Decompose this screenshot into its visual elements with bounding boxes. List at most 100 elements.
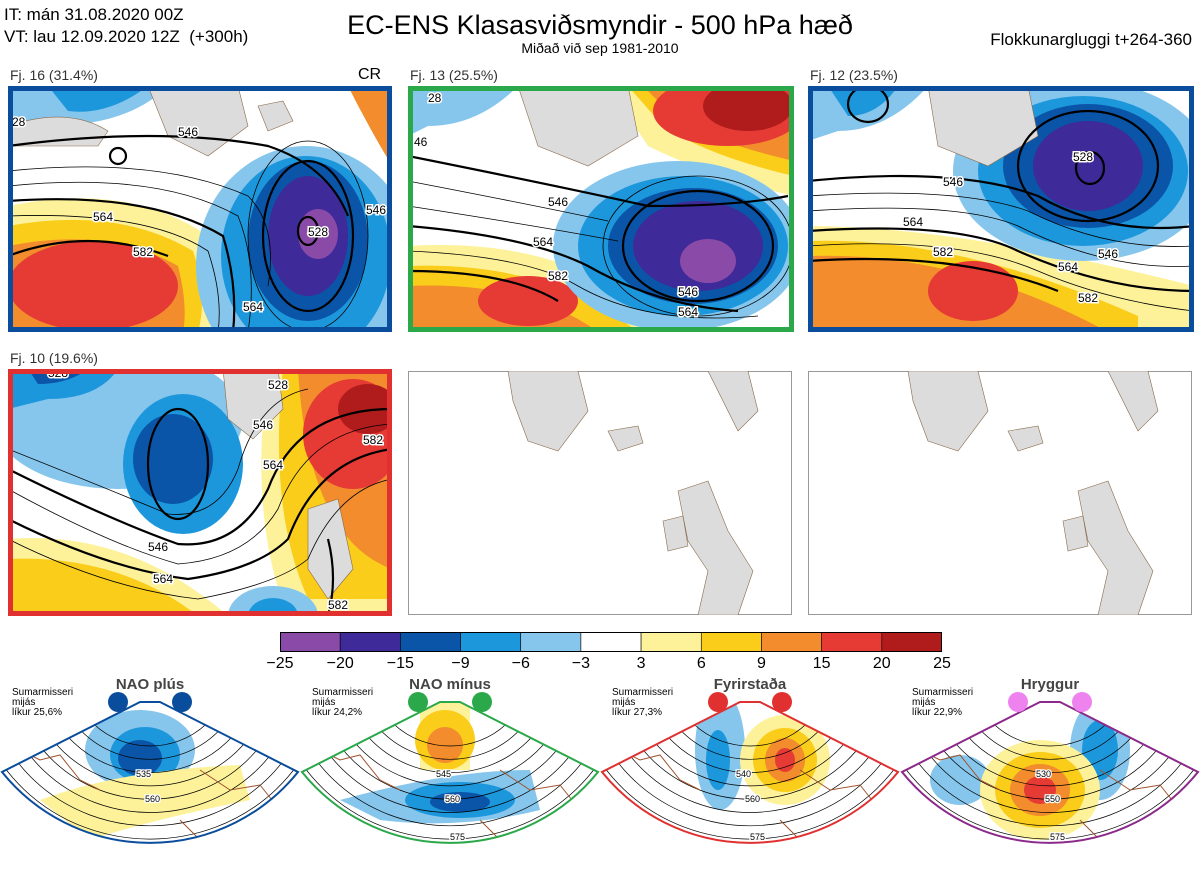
regime-contour-label: 550 <box>1045 794 1060 804</box>
regime-title: Fyrirstaða <box>713 676 787 693</box>
panel-2-contour-label-7: 28 <box>428 91 442 105</box>
colorbar-cell <box>881 632 942 652</box>
regime-marker-dot <box>1008 692 1028 712</box>
colorbar-tick-label: 6 <box>696 655 706 672</box>
regime-note: líkur 22,9% <box>912 707 963 718</box>
regime-marker-dot <box>408 692 428 712</box>
panel-1-label: Fj. 16 (31.4%) <box>10 67 98 83</box>
panel-6-empty-map <box>808 371 1192 615</box>
panel-3-contour-label-7: 582 <box>1078 291 1098 305</box>
colorbar-cell <box>580 632 642 652</box>
panel-3-frame <box>808 86 1194 332</box>
panel-5-empty-map <box>408 371 792 615</box>
panel-1-contour-label-1: 546 <box>178 125 198 139</box>
regime-contour-label: 575 <box>450 832 465 842</box>
colorbar-cell <box>821 632 883 652</box>
regime-marker-dot <box>472 692 492 712</box>
colorbar-cell <box>761 632 822 652</box>
regime-contour-label: 575 <box>1050 832 1065 842</box>
panel-1-contour-label-7: 28 <box>12 115 26 129</box>
regime-note: Sumarmisseri <box>612 687 674 698</box>
regime-contour-label: 540 <box>736 769 751 779</box>
regime-note: líkur 24,2% <box>312 707 363 718</box>
regime-note: líkur 27,3% <box>612 707 663 718</box>
regime-map: 540 560 575 <box>600 692 900 844</box>
panel-3-contour-label-1: 546 <box>943 175 963 189</box>
panel-3-contour-label-2: 528 <box>1073 150 1093 164</box>
init-time: IT: mán 31.08.2020 00Z <box>4 5 184 24</box>
regime-map: 545 560 575 <box>300 692 600 844</box>
panel-1-frame <box>8 86 392 332</box>
panel-4-map: 528 546 564 546 564 528 582 582 <box>8 369 392 616</box>
colorbar-tick-label: −20 <box>326 655 354 672</box>
regime-note: líkur 25,6% <box>12 707 63 718</box>
valid-time: VT: lau 12.09.2020 12Z (+300h) <box>4 27 249 46</box>
colorbar-cell <box>520 632 582 652</box>
panel-2-frame <box>408 86 794 332</box>
colorbar-tick-label: −9 <box>451 655 470 672</box>
regime-title: NAO plús <box>115 676 185 693</box>
panel-1-contour-label-2: 528 <box>308 225 328 239</box>
panel-4-contour-label-2: 546 <box>253 418 273 432</box>
page-subtitle: Miðað við sep 1981-2010 <box>521 40 679 56</box>
panel-4-contour-label-8: 582 <box>328 598 348 612</box>
colorbar-tick-label: 15 <box>812 655 831 672</box>
regime-map: 535 560 <box>0 692 300 844</box>
regime-note: mijás <box>12 697 36 708</box>
colorbar-tick-label: −15 <box>386 655 414 672</box>
panel-1-badge: CR <box>358 66 382 83</box>
regime-contour-label: 560 <box>745 794 760 804</box>
regime-contour-label: 575 <box>750 832 765 842</box>
classification-window: Flokkunargluggi t+264-360 <box>990 30 1192 49</box>
panel-2-map: 546 564 582 546 564 46 28 <box>408 86 794 332</box>
panel-3-label: Fj. 12 (23.5%) <box>810 67 898 83</box>
regime-contour-label: 560 <box>445 794 460 804</box>
regime-contour-label: 560 <box>145 794 160 804</box>
colorbar-tick-label: −3 <box>571 655 591 672</box>
panel-4-contour-label-5: 564 <box>153 572 173 586</box>
regime-marker-dot <box>1072 692 1092 712</box>
colorbar-tick-label: 20 <box>872 655 891 672</box>
regime-note: Sumarmisseri <box>312 687 374 698</box>
panel-3-map: 546 528 564 582 564 546 582 <box>808 86 1194 332</box>
regime-marker-dot <box>172 692 192 712</box>
panel-3-contour-label-4: 582 <box>933 245 953 259</box>
panel-4-contour-label-6: 528 <box>268 378 288 392</box>
panel-4-label: Fj. 10 (19.6%) <box>10 350 98 366</box>
regime-contour-label: 530 <box>1036 769 1051 779</box>
panel-3-contour-label-6: 546 <box>1098 247 1118 261</box>
colorbar-cell <box>400 632 461 652</box>
panel-2-contour-label-6: 46 <box>414 135 428 149</box>
regime-contour-label: 535 <box>136 769 151 779</box>
panel-2-contour-label-4: 546 <box>678 285 698 299</box>
colorbar-tick-label: 3 <box>636 655 646 672</box>
regime-title: Hryggur <box>1020 676 1080 693</box>
panel-1-map: 546 528 564 582 564 546 28 <box>8 86 392 332</box>
panel-1-contour-label-3: 564 <box>93 210 113 224</box>
colorbar-cell <box>700 632 762 652</box>
regime-contour-label: 545 <box>436 769 451 779</box>
regime-marker-dot <box>108 692 128 712</box>
panel-2-contour-label-2: 564 <box>533 235 553 249</box>
regime-note: mijás <box>312 697 336 708</box>
panel-4-frame <box>8 369 392 616</box>
regime-marker-dot <box>772 692 792 712</box>
regime-note: mijás <box>912 697 936 708</box>
panel-4-contour-label-3: 564 <box>263 458 283 472</box>
colorbar-tick-label: 25 <box>933 655 951 672</box>
colorbar-tick-label: −6 <box>511 655 530 672</box>
colorbar-cell <box>280 632 341 652</box>
page-title: EC-ENS Klasasviðsmyndir - 500 hPa hæð <box>347 10 853 40</box>
regime-map: 530 550 575 <box>900 692 1200 844</box>
regime-note: Sumarmisseri <box>912 687 974 698</box>
colorbar-cell <box>640 632 702 652</box>
panel-1-contour-label-5: 564 <box>243 300 263 314</box>
panel-1-contour-label-4: 582 <box>133 245 153 259</box>
panel-4-contour-label-4: 546 <box>148 540 168 554</box>
panel-2-contour-label-1: 546 <box>548 195 568 209</box>
panel-3-contour-label-3: 564 <box>903 215 923 229</box>
regime-marker-dot <box>708 692 728 712</box>
colorbar-tick-label: −25 <box>266 655 294 672</box>
panel-1-contour-label-6: 546 <box>366 203 386 217</box>
panel-2-label: Fj. 13 (25.5%) <box>410 67 498 83</box>
